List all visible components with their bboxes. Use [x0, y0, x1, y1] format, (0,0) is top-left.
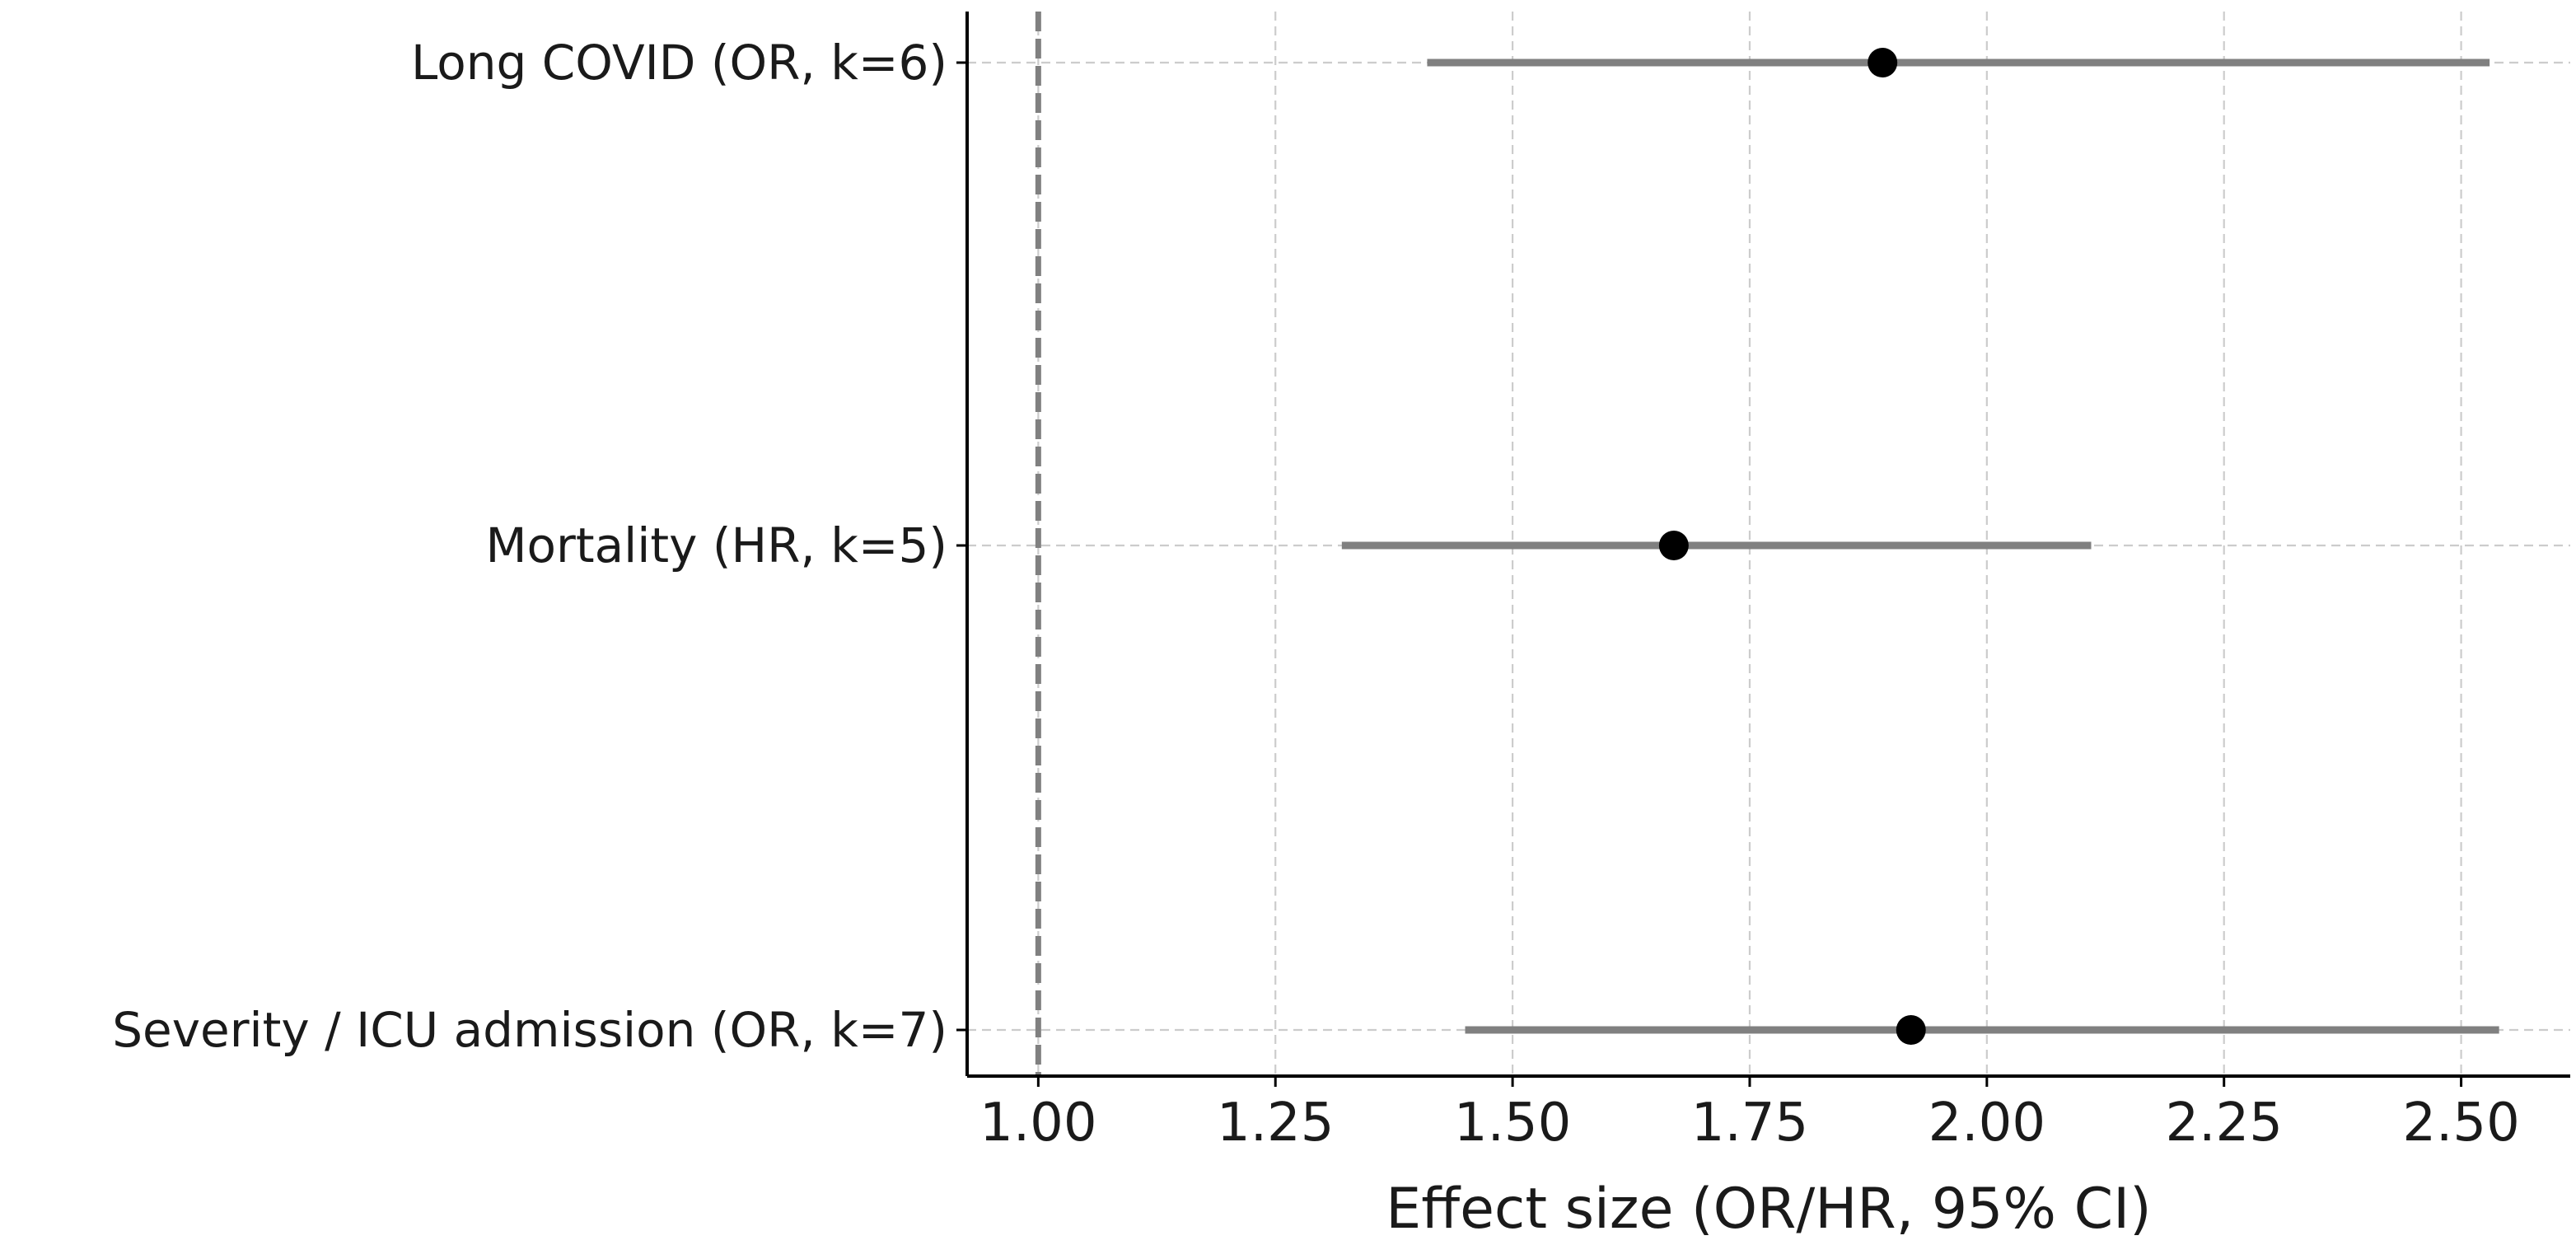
point-estimate-marker — [1868, 48, 1898, 77]
x-tick-label: 1.75 — [1691, 1093, 1809, 1154]
x-tick-label: 1.00 — [979, 1093, 1097, 1154]
interval-layer — [1341, 59, 2499, 1034]
y-category-label: Severity / ICU admission (OR, k=7) — [112, 1002, 947, 1058]
x-tick-label: 1.50 — [1454, 1093, 1572, 1154]
point-estimate-marker — [1658, 531, 1689, 560]
x-tick-label: 2.50 — [2402, 1093, 2520, 1154]
x-axis-title: Effect size (OR/HR, 95% CI) — [1386, 1177, 2151, 1242]
x-tick-label: 2.00 — [1928, 1093, 2046, 1154]
x-tick-label: 1.25 — [1217, 1093, 1335, 1154]
y-category-label: Mortality (HR, k=5) — [485, 517, 947, 573]
point-estimate-marker — [1896, 1015, 1926, 1045]
y-category-label: Long COVID (OR, k=6) — [411, 35, 947, 91]
x-tick-label: 2.25 — [2165, 1093, 2283, 1154]
tick-layer: 1.00 1.25 1.50 1.75 2.00 2.25 2.50 — [956, 61, 2520, 1154]
point-layer — [1658, 48, 1926, 1045]
label-layer: Long COVID (OR, k=6) Mortality (HR, k=5) S… — [112, 35, 947, 1058]
axis-layer — [965, 12, 2570, 1078]
